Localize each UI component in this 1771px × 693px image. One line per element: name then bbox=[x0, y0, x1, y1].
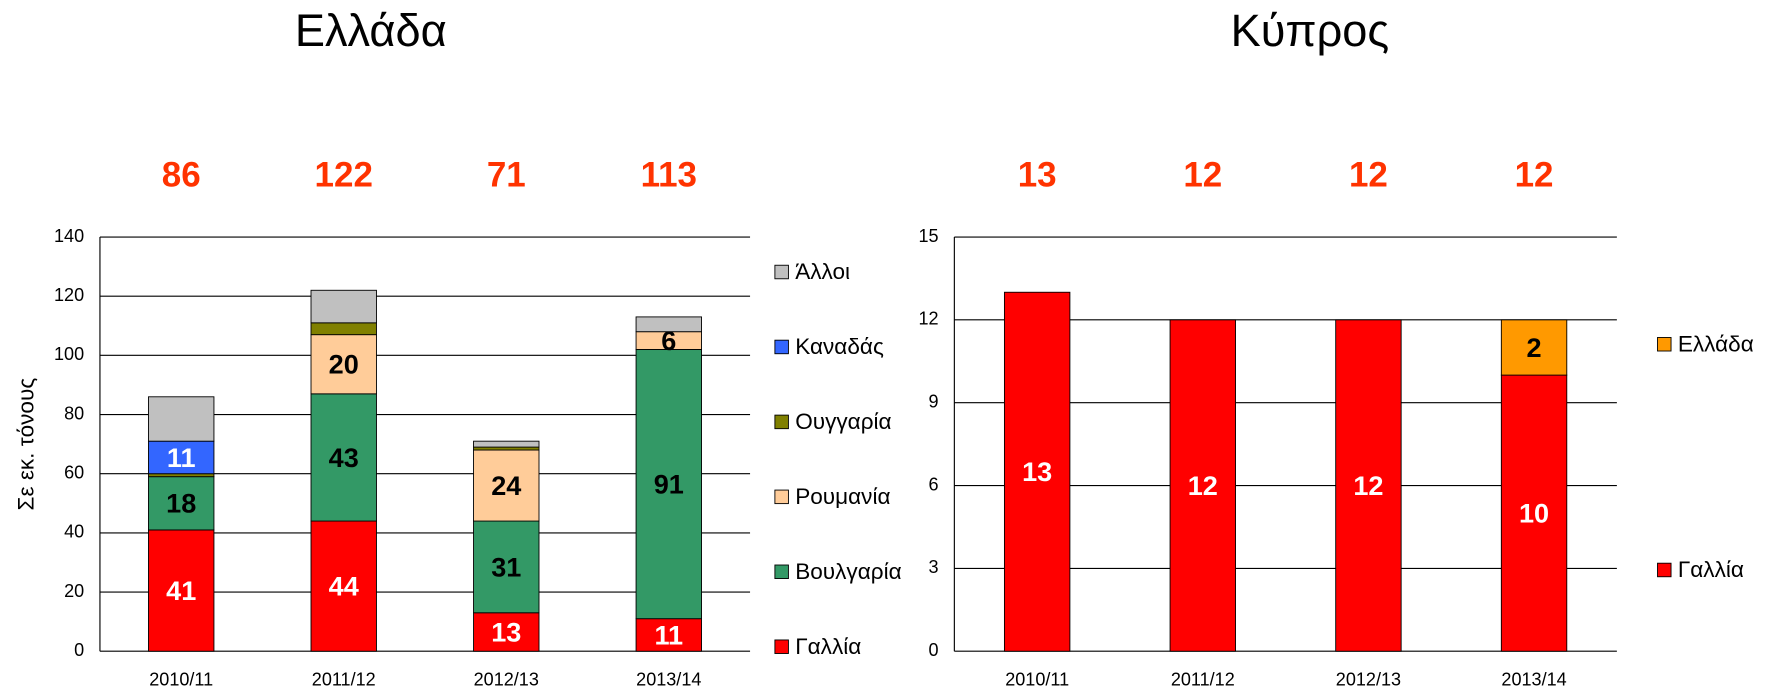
legend-label: Άλλοι bbox=[795, 259, 850, 284]
bar-segment bbox=[310, 322, 377, 336]
x-tick-label: 2011/12 bbox=[312, 669, 376, 689]
bar-segment bbox=[148, 529, 215, 652]
bar-segment bbox=[1500, 374, 1568, 652]
x-tick-label: 2012/13 bbox=[1336, 669, 1401, 689]
bar-segment bbox=[310, 334, 377, 395]
legend-label: Ουγγαρία bbox=[795, 409, 891, 434]
data-label: 13 bbox=[491, 616, 521, 647]
y-tick-label: 6 bbox=[929, 474, 939, 494]
y-tick-label: 0 bbox=[74, 640, 84, 660]
data-label: 24 bbox=[491, 470, 521, 501]
bar-segment bbox=[1003, 291, 1071, 652]
bar-segment bbox=[1169, 319, 1236, 652]
data-label: 31 bbox=[491, 551, 521, 582]
legend-swatch bbox=[1657, 562, 1672, 578]
bar-segment bbox=[1500, 319, 1568, 376]
legend-swatch bbox=[774, 414, 789, 430]
bar-segment bbox=[473, 612, 540, 652]
y-tick-label: 12 bbox=[918, 309, 938, 329]
legend-label: Καναδάς bbox=[795, 334, 884, 359]
data-label: 6 bbox=[661, 325, 676, 356]
x-tick-label: 2010/11 bbox=[1005, 669, 1069, 689]
total-label: 71 bbox=[487, 155, 526, 194]
y-tick-label: 0 bbox=[929, 640, 939, 660]
x-tick-label: 2010/11 bbox=[149, 669, 213, 689]
data-label: 11 bbox=[167, 442, 196, 473]
bar-segment bbox=[148, 476, 215, 531]
data-label: 44 bbox=[329, 571, 359, 602]
y-tick-label: 100 bbox=[54, 344, 84, 364]
total-label: 12 bbox=[1349, 155, 1388, 194]
total-label: 122 bbox=[315, 155, 373, 194]
data-label: 11 bbox=[654, 619, 683, 650]
bar-segment bbox=[310, 393, 377, 522]
data-label: 18 bbox=[166, 488, 196, 519]
bar-segment bbox=[635, 348, 702, 620]
x-tick-label: 2013/14 bbox=[636, 669, 701, 689]
data-label: 12 bbox=[1188, 470, 1218, 501]
legend-swatch bbox=[774, 564, 789, 580]
total-label: 12 bbox=[1183, 155, 1222, 194]
y-tick-label: 140 bbox=[54, 226, 84, 246]
data-label: 43 bbox=[329, 442, 359, 473]
y-tick-label: 20 bbox=[64, 581, 84, 601]
x-tick-label: 2011/12 bbox=[1171, 669, 1235, 689]
bar-segment bbox=[310, 520, 377, 652]
legend-label: Ελλάδα bbox=[1678, 331, 1754, 356]
legend-swatch bbox=[1657, 337, 1672, 352]
y-tick-label: 15 bbox=[918, 226, 938, 246]
legend-swatch bbox=[774, 639, 789, 654]
y-tick-label: 9 bbox=[929, 391, 939, 411]
data-label: 20 bbox=[329, 349, 359, 380]
y-axis-label: Σε εκ. τόνους bbox=[14, 378, 39, 511]
x-tick-label: 2012/13 bbox=[474, 669, 539, 689]
data-label: 41 bbox=[166, 575, 196, 606]
bar-segment bbox=[1335, 319, 1402, 652]
data-label: 10 bbox=[1519, 498, 1549, 529]
legend-swatch bbox=[774, 339, 789, 355]
data-label: 12 bbox=[1353, 470, 1383, 501]
y-tick-label: 3 bbox=[929, 557, 939, 577]
chart-title: Κύπρος bbox=[1231, 5, 1389, 56]
total-label: 12 bbox=[1515, 155, 1554, 194]
y-tick-label: 120 bbox=[54, 285, 84, 305]
bar-segment bbox=[635, 618, 702, 652]
legend-label: Βουλγαρία bbox=[795, 559, 901, 584]
bar-segment bbox=[310, 289, 377, 324]
legend-swatch bbox=[774, 489, 789, 505]
y-tick-label: 60 bbox=[64, 462, 84, 482]
bar-segment bbox=[473, 449, 540, 522]
chart-title: Ελλάδα bbox=[295, 5, 447, 56]
total-label: 13 bbox=[1018, 155, 1057, 194]
legend-label: Γαλλία bbox=[1678, 557, 1744, 582]
bar-segment bbox=[148, 396, 215, 442]
legend-label: Γαλλία bbox=[795, 634, 861, 659]
legend-label: Ρουμανία bbox=[795, 484, 890, 509]
bar-segment bbox=[473, 440, 540, 448]
bar-segment bbox=[635, 316, 702, 333]
y-tick-label: 40 bbox=[64, 522, 84, 542]
data-label: 13 bbox=[1022, 456, 1052, 487]
total-label: 86 bbox=[162, 155, 201, 194]
x-tick-label: 2013/14 bbox=[1501, 669, 1566, 689]
total-label: 113 bbox=[641, 155, 697, 194]
y-tick-label: 80 bbox=[64, 403, 84, 423]
data-label: 2 bbox=[1527, 332, 1542, 363]
data-label: 91 bbox=[654, 468, 684, 499]
legend-swatch bbox=[774, 264, 789, 280]
bar-segment bbox=[148, 440, 215, 475]
